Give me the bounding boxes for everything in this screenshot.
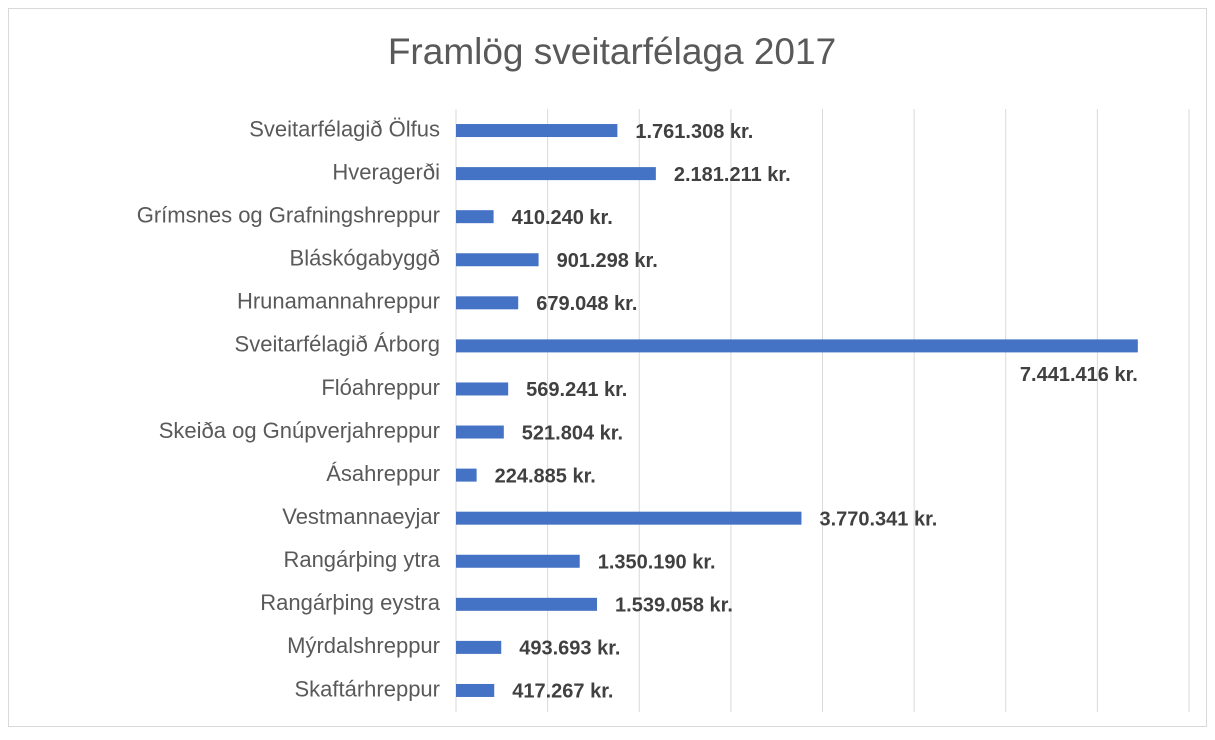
y-tick-label: Sveitarfélagið Árborg: [235, 332, 440, 357]
data-label: 493.693 kr.: [519, 638, 620, 660]
bar: [456, 167, 656, 181]
y-tick-label: Sveitarfélagið Ölfus: [249, 116, 440, 141]
bar: [456, 382, 509, 396]
chart-title: Framlög sveitarfélaga 2017: [388, 31, 836, 72]
y-tick-label: Hrunamannahreppur: [237, 289, 440, 314]
data-label: 7.441.416 kr.: [1020, 364, 1138, 386]
bar: [456, 124, 618, 138]
y-tick-label: Mýrdalshreppur: [287, 633, 440, 658]
data-label: 679.048 kr.: [536, 293, 637, 315]
y-tick-label: Skaftárhreppur: [294, 676, 440, 701]
bar: [456, 511, 802, 525]
y-tick-label: Grímsnes og Grafningshreppur: [137, 202, 440, 227]
data-label: 901.298 kr.: [557, 250, 658, 272]
data-label: 521.804 kr.: [522, 422, 623, 444]
bar: [456, 683, 495, 697]
y-tick-label: Skeiða og Gnúpverjahreppur: [159, 418, 440, 443]
data-label: 410.240 kr.: [512, 207, 613, 229]
bar: [456, 597, 598, 611]
y-tick-label: Hveragerði: [332, 159, 440, 184]
data-label: 1.350.190 kr.: [598, 552, 716, 574]
data-label: 224.885 kr.: [495, 465, 596, 487]
bar: [456, 253, 539, 267]
bar: [456, 425, 504, 439]
y-tick-label: Ásahreppur: [326, 461, 440, 486]
y-tick-label: Bláskógabyggð: [290, 246, 440, 271]
bar: [456, 640, 502, 654]
bar: [456, 554, 580, 568]
data-label: 3.770.341 kr.: [819, 508, 937, 530]
bar: [456, 210, 494, 224]
data-label: 417.267 kr.: [512, 681, 613, 703]
data-label: 1.539.058 kr.: [615, 595, 733, 617]
data-label: 569.241 kr.: [526, 379, 627, 401]
y-tick-label: Flóahreppur: [321, 375, 440, 400]
data-label: 1.761.308 kr.: [635, 121, 753, 143]
y-tick-label: Rangárþing ytra: [283, 547, 440, 572]
y-tick-label: Vestmannaeyjar: [282, 504, 440, 529]
bar: [456, 339, 1138, 353]
data-label: 2.181.211 kr.: [674, 164, 791, 186]
y-tick-label: Rangárþing eystra: [260, 590, 441, 615]
bar: [456, 468, 477, 482]
bar: [456, 296, 519, 310]
